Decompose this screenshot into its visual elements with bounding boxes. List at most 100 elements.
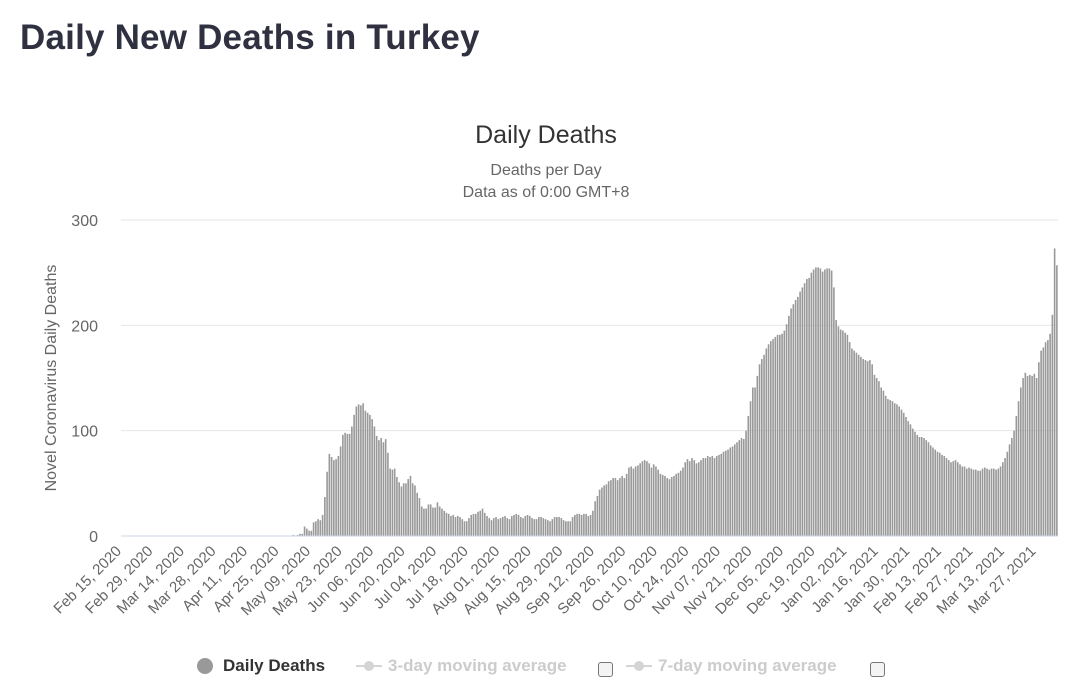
bar <box>434 507 437 536</box>
bars <box>292 248 1058 536</box>
bar <box>1044 342 1047 536</box>
bar <box>519 517 522 536</box>
bar <box>538 517 540 536</box>
bar <box>578 513 581 536</box>
bar <box>853 350 855 536</box>
bar <box>880 387 882 536</box>
bar <box>569 521 572 536</box>
bar <box>1035 378 1038 536</box>
bar <box>504 515 506 536</box>
bar <box>1017 401 1020 536</box>
bar <box>1056 265 1058 536</box>
bar <box>837 326 840 536</box>
bar <box>1047 340 1049 536</box>
bar <box>927 442 930 536</box>
bar <box>812 269 815 536</box>
bar <box>655 466 657 536</box>
bar <box>510 515 513 536</box>
bar <box>297 534 299 536</box>
bar <box>387 452 389 536</box>
bar <box>407 479 409 536</box>
bar <box>788 315 790 536</box>
bar <box>657 469 660 536</box>
bar <box>808 277 810 536</box>
bar <box>402 483 405 536</box>
bar <box>429 504 432 536</box>
bar <box>517 514 520 536</box>
bar <box>824 269 826 536</box>
bar <box>405 483 407 536</box>
legend-item-7day-average[interactable]: 7-day moving average <box>626 656 837 676</box>
bar <box>560 518 563 536</box>
bar <box>360 405 362 536</box>
bar <box>779 334 781 536</box>
bar <box>333 460 335 536</box>
bar <box>810 272 813 536</box>
bar <box>974 469 977 536</box>
bar <box>821 271 824 536</box>
bar <box>445 512 448 536</box>
bar <box>547 520 549 536</box>
bar <box>317 519 319 536</box>
bar <box>488 518 491 536</box>
bar <box>772 339 774 536</box>
bar <box>736 442 738 536</box>
bar <box>459 517 461 536</box>
bar <box>346 433 349 536</box>
bar <box>934 449 937 536</box>
bar <box>490 520 493 536</box>
bar <box>941 454 943 536</box>
chart-subtitle: Deaths per Day <box>490 162 601 179</box>
bar <box>792 304 795 536</box>
bar <box>664 475 666 536</box>
bar <box>330 457 333 536</box>
bar <box>945 458 948 536</box>
bar <box>1004 458 1006 536</box>
bar <box>1040 350 1042 536</box>
bar <box>621 475 623 536</box>
bar <box>925 440 928 536</box>
y-tick-label: 300 <box>71 213 98 230</box>
bar <box>785 324 788 536</box>
bar <box>576 513 578 536</box>
bar <box>495 517 497 536</box>
bar <box>551 519 554 536</box>
bar <box>382 442 385 536</box>
page-title: Daily New Deaths in Turkey <box>20 18 480 57</box>
bar <box>981 468 984 536</box>
bar <box>565 521 567 536</box>
checkbox-7day-average[interactable] <box>870 662 885 677</box>
bar <box>965 468 968 536</box>
legend-item-daily-deaths[interactable]: Daily Deaths <box>197 656 325 676</box>
bar <box>544 519 547 536</box>
bar <box>943 455 946 536</box>
bar <box>756 375 759 536</box>
bar <box>724 450 727 536</box>
bar <box>675 473 678 536</box>
bar <box>1020 387 1022 536</box>
bar <box>583 513 585 536</box>
legend-item-3day-average[interactable]: 3-day moving average <box>356 656 567 676</box>
bar <box>522 518 524 536</box>
bar <box>770 341 772 536</box>
bar <box>1042 347 1045 536</box>
bar <box>758 364 761 536</box>
bar <box>878 381 880 536</box>
chart-legend: Daily Deaths 3-day moving average 7-day … <box>0 652 1080 682</box>
bar <box>616 480 619 536</box>
bar <box>531 518 533 536</box>
bar <box>961 466 964 536</box>
bar <box>396 477 398 536</box>
bar <box>1026 375 1029 536</box>
checkbox-3day-average[interactable] <box>598 662 613 677</box>
bar <box>765 348 768 536</box>
bar <box>993 468 995 536</box>
bar <box>873 374 876 536</box>
bar <box>1002 462 1004 536</box>
bar <box>634 466 637 536</box>
bar <box>506 518 509 536</box>
bar <box>833 287 835 536</box>
bar <box>855 352 858 536</box>
bar <box>389 468 391 536</box>
bar <box>706 455 709 536</box>
